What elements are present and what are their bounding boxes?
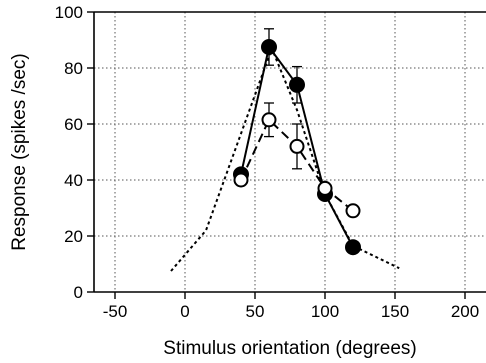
x-tick-label: 150 — [381, 302, 409, 321]
tick-labels: 0 20 40 60 80 100 -50 0 50 100 150 200 — [55, 3, 480, 321]
y-tick-label: 60 — [64, 115, 83, 134]
series-2-point — [317, 180, 333, 196]
series-2-point — [289, 138, 305, 154]
x-tick-label: 200 — [451, 302, 479, 321]
y-axis-title: Response (spikes /sec) — [9, 53, 30, 250]
y-tick-label: 40 — [64, 171, 83, 190]
series-1-point — [289, 76, 305, 93]
axes — [87, 11, 486, 299]
x-tick-label: 100 — [311, 302, 339, 321]
series-3-line — [170, 45, 400, 272]
grid — [94, 11, 486, 292]
series-1-point — [261, 39, 277, 55]
series-2-point — [233, 172, 249, 188]
series-layer — [170, 28, 400, 272]
y-tick-label: 100 — [55, 3, 83, 22]
y-tick-label: 0 — [74, 283, 83, 302]
x-tick-label: -50 — [103, 302, 128, 321]
series-2-point — [345, 203, 361, 219]
plot-area — [94, 12, 486, 292]
x-axis-title: Stimulus orientation (degrees) — [163, 338, 416, 359]
y-tick-label: 80 — [64, 59, 83, 78]
x-tick-label: 50 — [246, 302, 265, 321]
series-1-point — [345, 239, 361, 256]
x-tick-label: 0 — [180, 302, 189, 321]
series-2-point — [261, 112, 277, 128]
y-tick-label: 20 — [64, 227, 83, 246]
